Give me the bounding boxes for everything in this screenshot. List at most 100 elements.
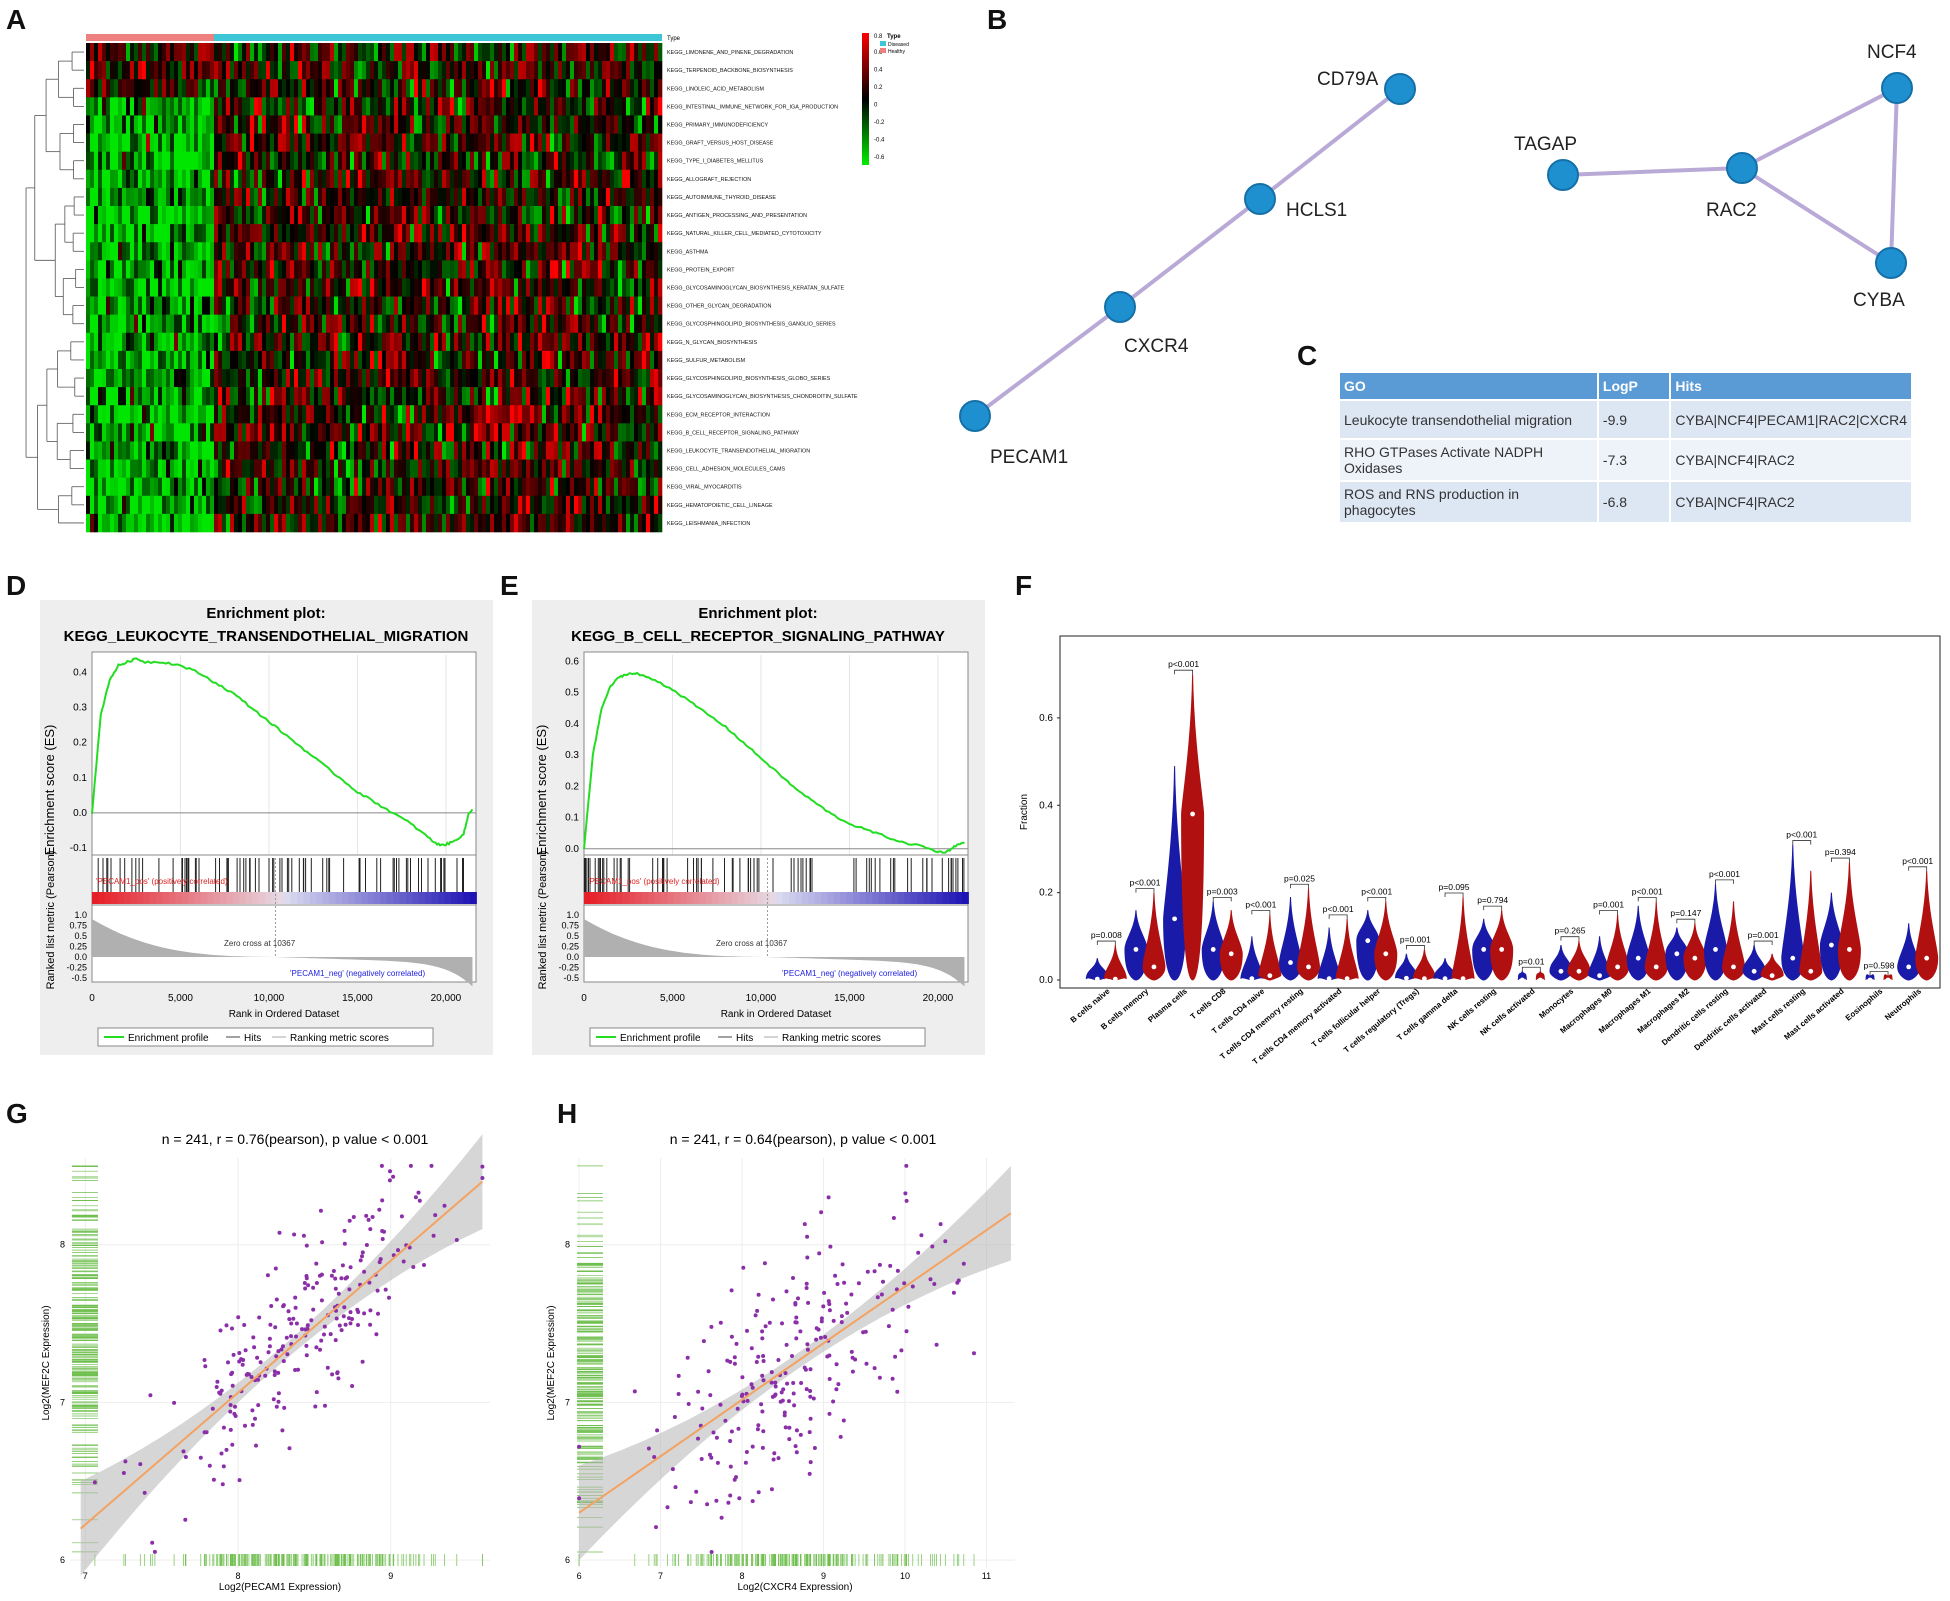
heatmap-cell <box>538 169 543 189</box>
heatmap-cell <box>258 405 263 424</box>
heatmap-cell <box>418 477 423 497</box>
heatmap-cell <box>130 350 135 370</box>
heatmap-cell <box>502 224 507 243</box>
heatmap-cell <box>606 224 611 243</box>
heatmap-cell <box>598 43 603 62</box>
heatmap-cell <box>318 260 323 279</box>
heatmap-cell <box>246 260 251 279</box>
heatmap-cell <box>106 387 111 406</box>
node-hcls1[interactable] <box>1244 183 1276 215</box>
heatmap-cell <box>278 242 283 261</box>
heatmap-cell <box>562 495 567 515</box>
heatmap-cell <box>614 61 619 80</box>
heatmap-cell <box>526 187 531 207</box>
node-rac2[interactable] <box>1726 152 1758 184</box>
heatmap-cell <box>446 187 451 207</box>
heatmap-cell <box>638 296 643 315</box>
heatmap-cell <box>186 224 191 243</box>
heatmap-cell <box>270 477 275 497</box>
heatmap-cell <box>414 513 419 533</box>
heatmap-cell <box>350 61 355 80</box>
heatmap-cell <box>178 133 183 152</box>
heatmap-cell <box>358 115 363 134</box>
heatmap-cell <box>118 405 123 424</box>
heatmap-cell <box>530 513 535 533</box>
heatmap-cell <box>386 242 391 261</box>
heatmap-cell <box>562 477 567 497</box>
heatmap-cell <box>254 187 259 207</box>
heatmap-cell <box>510 97 515 116</box>
heatmap-cell <box>486 61 491 80</box>
heatmap-cell <box>510 79 515 98</box>
node-cd79a[interactable] <box>1384 73 1416 105</box>
heatmap-cell <box>286 459 291 478</box>
heatmap-cell <box>174 477 179 497</box>
heatmap-cell <box>194 169 199 189</box>
heatmap-cell <box>542 369 547 388</box>
heatmap-cell <box>282 477 287 497</box>
heatmap-cell <box>162 513 167 533</box>
heatmap-cell <box>438 369 443 388</box>
heatmap-cell <box>446 79 451 98</box>
heatmap-cell <box>654 296 659 315</box>
violin-median <box>1635 955 1641 961</box>
heatmap-cell <box>206 79 211 98</box>
heatmap-cell <box>510 278 515 297</box>
heatmap-cell <box>218 296 223 315</box>
heatmap-cell <box>542 260 547 279</box>
node-pecam1[interactable] <box>959 400 991 432</box>
heatmap-cell <box>242 369 247 388</box>
heatmap-cell <box>610 369 615 388</box>
heatmap-cell <box>638 206 643 225</box>
heatmap-cell <box>370 369 375 388</box>
heatmap-panel: Type KEGG_LIMONENE_AND_PINENE_DEGRADATIO… <box>25 33 909 533</box>
heatmap-cell <box>250 369 255 388</box>
heatmap-cell <box>474 278 479 297</box>
heatmap-cell <box>546 151 551 171</box>
heatmap-cell <box>346 151 351 171</box>
heatmap-cell <box>434 296 439 315</box>
heatmap-cell <box>630 296 635 315</box>
heatmap-cell <box>390 459 395 478</box>
heatmap-cell <box>138 513 143 533</box>
heatmap-cell <box>222 332 227 352</box>
heatmap-cell <box>382 242 387 261</box>
node-cxcr4[interactable] <box>1104 291 1136 323</box>
heatmap-cell <box>626 206 631 225</box>
node-ncf4[interactable] <box>1881 72 1913 104</box>
heatmap-cell <box>398 405 403 424</box>
node-cyba[interactable] <box>1875 247 1907 279</box>
heatmap-cell <box>134 187 139 207</box>
heatmap-cell <box>186 278 191 297</box>
heatmap-cell <box>478 369 483 388</box>
heatmap-cell <box>478 405 483 424</box>
heatmap-cell <box>278 423 283 442</box>
heatmap-cell <box>434 260 439 279</box>
heatmap-cell <box>558 133 563 152</box>
heatmap-cell <box>422 169 427 189</box>
heatmap-cell <box>614 332 619 352</box>
pvalue-bracket <box>1831 857 1850 863</box>
node-tagap[interactable] <box>1547 159 1579 191</box>
heatmap-cell <box>610 387 615 406</box>
heatmap-cell <box>626 369 631 388</box>
heatmap-cell <box>310 513 315 533</box>
heatmap-cell <box>622 405 627 424</box>
heatmap-cell <box>266 224 271 243</box>
heatmap-cell <box>174 350 179 370</box>
heatmap-cell <box>174 513 179 533</box>
heatmap-cell <box>162 350 167 370</box>
heatmap-cell <box>178 97 183 116</box>
heatmap-cell <box>526 169 531 189</box>
gsea-metric-axis-label: Ranked list metric (Pearson) <box>537 851 549 990</box>
heatmap-cell <box>490 459 495 478</box>
heatmap-cell <box>230 43 235 62</box>
heatmap-cell <box>254 133 259 152</box>
heatmap-cell <box>562 296 567 315</box>
heatmap-cell <box>582 387 587 406</box>
heatmap-cell <box>398 151 403 171</box>
heatmap-cell <box>362 350 367 370</box>
heatmap-cell <box>242 477 247 497</box>
heatmap-cell <box>630 206 635 225</box>
heatmap-cell <box>522 314 527 334</box>
